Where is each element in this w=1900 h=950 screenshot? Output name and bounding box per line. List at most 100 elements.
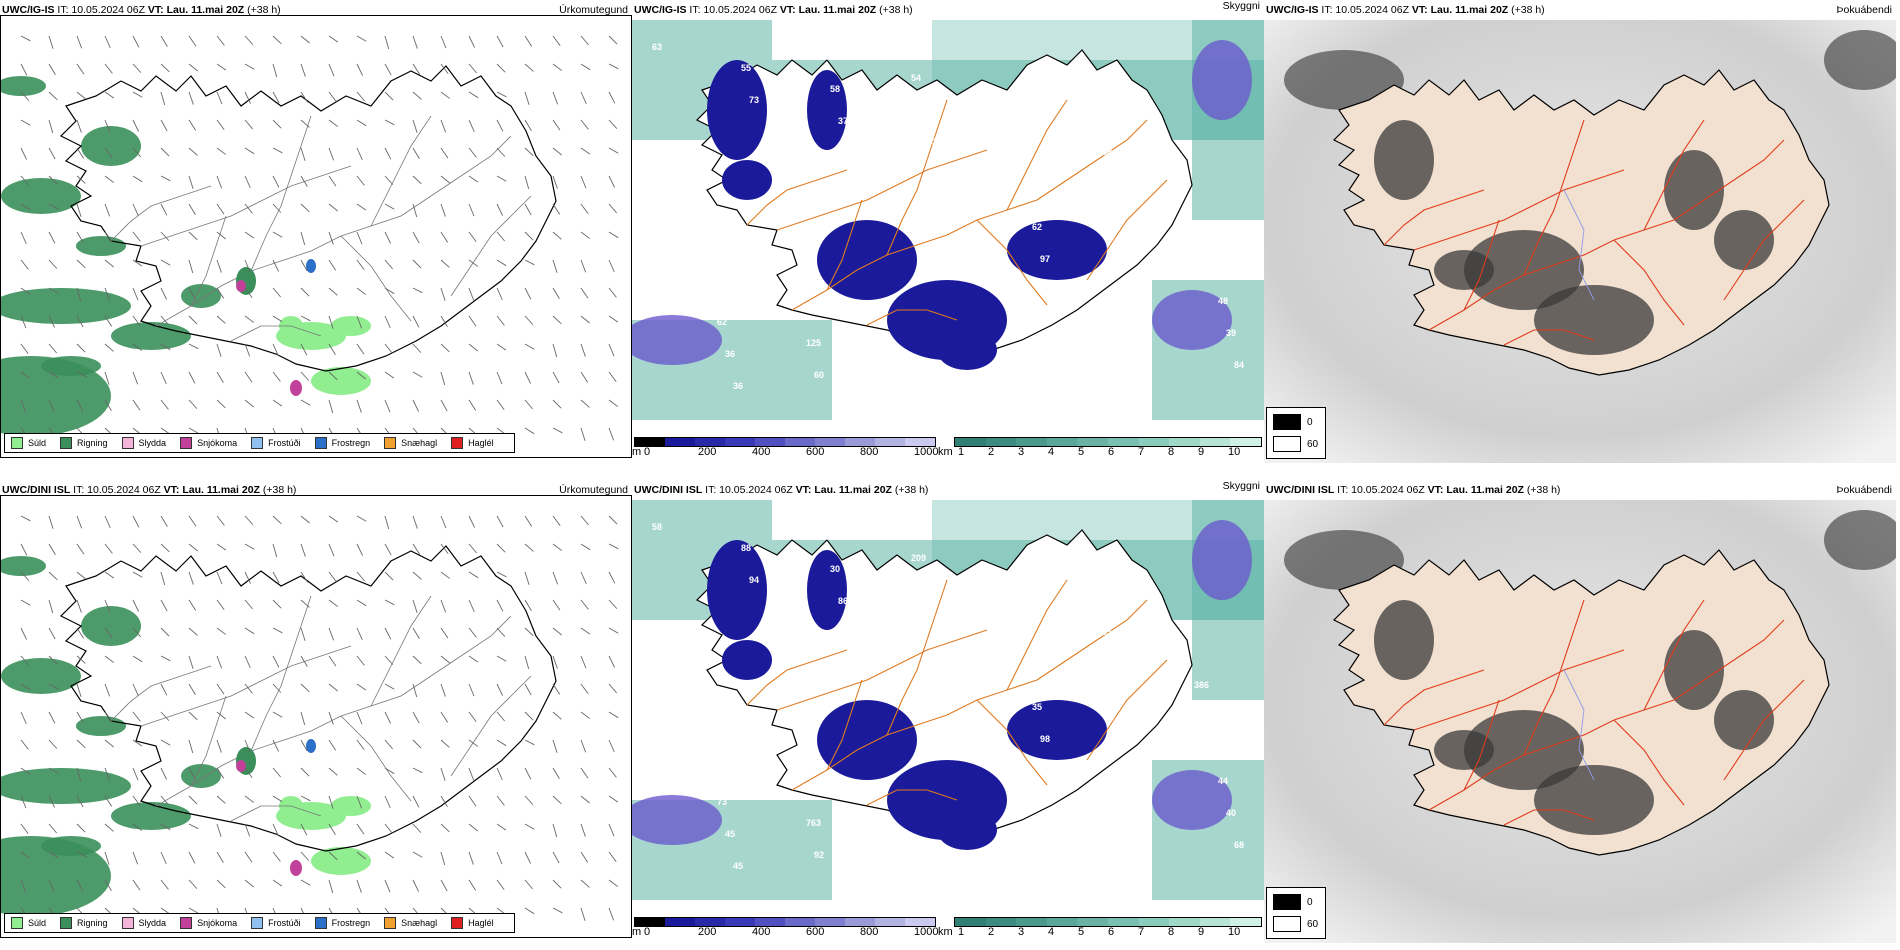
- wind-barb: [160, 823, 171, 831]
- road: [886, 579, 948, 736]
- wind-barb: [300, 823, 308, 836]
- road: [1428, 699, 1675, 811]
- road: [1523, 119, 1585, 276]
- wind-barb: [608, 571, 616, 584]
- road: [1428, 219, 1675, 331]
- wind-barb: [468, 543, 478, 554]
- wind-barb: [48, 739, 58, 749]
- legend-item: Rigning: [60, 437, 108, 449]
- wind-barb: [328, 739, 337, 751]
- wind-barb: [20, 287, 31, 295]
- wind-barb: [48, 63, 56, 75]
- road: [1463, 219, 1500, 311]
- visibility-value-label: 37: [935, 649, 945, 659]
- wind-barb: [356, 231, 363, 245]
- visibility-value-label: 94: [749, 575, 759, 585]
- wind-barb: [356, 767, 367, 775]
- wind-barb: [468, 175, 479, 183]
- scale-tick: 5: [1078, 446, 1085, 458]
- wind-barb: [132, 767, 139, 781]
- low-visibility-area: [937, 810, 997, 850]
- wind-barb: [412, 739, 422, 749]
- wind-barb: [76, 879, 84, 892]
- legend-item: Snæhagl: [384, 437, 437, 449]
- wind-barb: [132, 119, 139, 132]
- wind-barb: [412, 91, 422, 100]
- wind-barb: [608, 259, 615, 273]
- wind-barb: [552, 739, 558, 753]
- wind-barb: [76, 543, 85, 555]
- wind-barb: [132, 147, 142, 158]
- run-info: UWC/DINI ISL IT: 10.05.2024 06Z VT: Lau.…: [634, 484, 929, 496]
- wind-barb: [608, 711, 619, 719]
- low-visibility-area: [632, 315, 722, 365]
- wind-barb: [356, 823, 365, 835]
- legend-swatch: [251, 917, 264, 929]
- wind-barb: [412, 343, 422, 353]
- wind-barb: [356, 35, 367, 42]
- visibility-scale: m 0 200 400 600 800 1000 km 1 2 3 4 5 6 7 8 9 10: [632, 917, 1264, 939]
- visibility-map-svg: 58 94 97 96 98 69 68 88 86 37 35 36 40 45 30 8 43 41 44 45 3…: [632, 500, 1264, 900]
- scale-tick: 8: [1168, 926, 1175, 938]
- wind-barb: [580, 907, 586, 921]
- wind-barb: [20, 515, 31, 522]
- road: [400, 135, 512, 217]
- wind-barb: [48, 795, 55, 808]
- scale-swatch: [845, 438, 875, 446]
- visibility-value-label: 60: [814, 370, 824, 380]
- wind-barb: [468, 683, 475, 697]
- legend-label: 60: [1307, 918, 1319, 930]
- visibility-value-label: 97: [1040, 254, 1050, 264]
- wind-barb: [244, 287, 253, 298]
- wind-barb: [468, 599, 475, 613]
- fog-field: [1374, 600, 1434, 680]
- wind-barb: [20, 231, 27, 245]
- wind-barb: [104, 683, 111, 697]
- legend-label: Snjókoma: [197, 438, 238, 448]
- scale-swatch: [1138, 438, 1170, 446]
- visibility-value-label: 54: [911, 73, 921, 83]
- wind-barb: [524, 571, 530, 585]
- run-info: UWC/IG-IS IT: 10.05.2024 06Z VT: Lau. 11…: [2, 4, 281, 16]
- scale-swatch: [1199, 438, 1231, 446]
- wind-barb: [608, 739, 615, 753]
- wind-barb: [524, 795, 534, 805]
- wind-barb: [356, 315, 363, 329]
- precip-type-panel-igis: UWC/IG-IS IT: 10.05.2024 06Z VT: Lau. 11…: [0, 0, 632, 463]
- wind-barb: [216, 175, 223, 189]
- visibility-value-label: 358: [709, 765, 724, 775]
- wind-barb: [104, 515, 111, 529]
- fog-index-panel-igis: UWC/IG-IS IT: 10.05.2024 06Z VT: Lau. 11…: [1264, 0, 1896, 463]
- wind-barb: [356, 91, 366, 102]
- wind-barb: [384, 343, 393, 354]
- visibility-value-label: 45: [725, 829, 735, 839]
- wind-barb: [580, 315, 590, 324]
- scale-tick: 400: [752, 446, 771, 458]
- valid-time: VT: Lau. 11.mai 20Z: [795, 484, 892, 496]
- visibility-value-label: 118: [709, 285, 724, 295]
- scale-swatch: [875, 438, 905, 446]
- wind-barb: [468, 91, 479, 99]
- visibility-map-svg: 63 73 103 66 97 70 84 55 37 52 62 37 39 36 58 43 79 57 48 3…: [632, 20, 1264, 420]
- legend-label: 0: [1307, 416, 1313, 428]
- legend-item: Snjókoma: [180, 437, 237, 449]
- wind-barb: [412, 655, 422, 665]
- wind-barb: [524, 175, 530, 190]
- wind-barb: [76, 515, 83, 529]
- visibility-value-label: 79: [1024, 190, 1034, 200]
- wind-barb: [552, 767, 560, 779]
- wind-barb: [188, 907, 199, 914]
- wind-barb: [384, 627, 392, 640]
- wind-barb: [48, 35, 54, 49]
- visibility-scale: m 0 200 400 600 800 1000 km 1 2 3 4 5 6 7 8 9 10: [632, 437, 1264, 459]
- wind-barb: [76, 203, 82, 217]
- scale-tick: 10: [1228, 446, 1241, 458]
- scale-unit: km: [938, 446, 953, 458]
- wind-barb: [300, 711, 306, 726]
- legend-label: Súld: [28, 438, 47, 448]
- wind-barb: [76, 315, 84, 328]
- wind-barb: [132, 343, 143, 351]
- wind-barb: [328, 315, 334, 329]
- visibility-value-label: 148: [1008, 606, 1023, 616]
- coastline: [1332, 549, 1830, 856]
